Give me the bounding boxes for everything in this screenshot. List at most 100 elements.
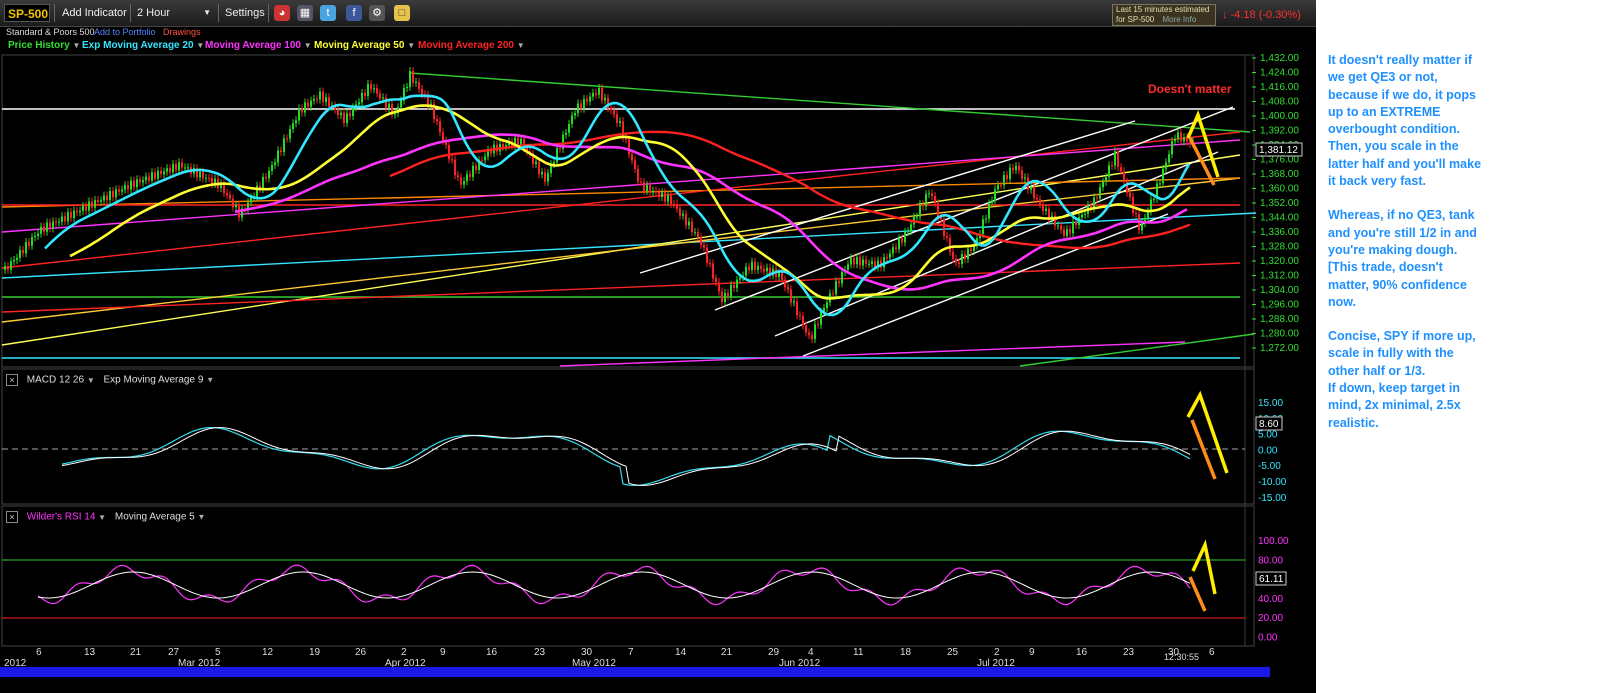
price-axis-label: 1,304.00 [1260, 285, 1299, 296]
chevron-down-icon[interactable]: ▼ [98, 512, 107, 522]
symbol-input[interactable]: SP-500 [4, 4, 50, 22]
rsi-label[interactable]: Wilder's RSI 14 [26, 511, 96, 523]
candle-body [1000, 185, 1002, 187]
x-axis-day-label: 6 [1209, 647, 1215, 658]
candle-body [652, 190, 654, 193]
red-trend-line-2[interactable] [1, 262, 1241, 313]
clock-icon[interactable]: ◕ [274, 5, 290, 21]
add-indicator-button[interactable]: Add Indicator [62, 7, 127, 19]
macd-axis-label: -10.00 [1258, 477, 1287, 488]
candle-body [835, 281, 837, 295]
macd-label[interactable]: MACD 12 26 [26, 374, 85, 386]
candle-body [901, 238, 903, 243]
x-axis-day-label: 11 [853, 647, 864, 658]
drawings-link[interactable]: Drawings [163, 27, 201, 37]
candle-body [898, 238, 900, 250]
gear-icon[interactable]: ⚙ [369, 5, 385, 21]
macd-signal-label[interactable]: Exp Moving Average 9 [103, 374, 204, 386]
white-channel-line-4[interactable] [802, 213, 1169, 357]
candle-body [811, 335, 813, 340]
candle-body [616, 114, 618, 123]
cyan-trend-line[interactable] [1, 212, 1257, 279]
candle-body [73, 210, 75, 219]
facebook-icon[interactable]: f [346, 5, 362, 21]
candle-body [964, 254, 966, 259]
ma-100-line [234, 133, 1188, 291]
settings-button[interactable]: Settings [225, 7, 265, 19]
timeline-scrollbar[interactable] [0, 667, 1270, 677]
candle-body [481, 160, 483, 162]
candle-body [904, 232, 906, 243]
indicator-ma-200[interactable]: Moving Average 200 ▼ [418, 40, 525, 51]
white-channel-line-1[interactable] [639, 120, 1136, 274]
candle-body [433, 103, 435, 120]
candle-body [967, 248, 969, 259]
candle-body [799, 315, 801, 317]
candle-body [394, 113, 396, 115]
chevron-down-icon: ▼ [196, 41, 205, 50]
candle-body [943, 219, 945, 236]
x-axis-day-label: 21 [721, 647, 733, 658]
candle-body [625, 137, 627, 140]
white-channel-line-3[interactable] [774, 151, 1219, 337]
yellow-trend-line-2[interactable] [1, 177, 1241, 323]
close-icon[interactable]: × [6, 374, 18, 386]
estimate-line-2-row: for SP-500 More Info [1116, 15, 1215, 25]
candle-body [361, 93, 363, 103]
chart-note: Doesn't matter [1148, 82, 1232, 96]
chevron-down-icon[interactable]: ▼ [197, 512, 206, 522]
green-low-line[interactable] [1019, 333, 1255, 367]
indicator-ma-100[interactable]: Moving Average 100 ▼ [205, 40, 312, 51]
candle-body [1057, 225, 1059, 227]
indicator-ma-50[interactable]: Moving Average 50 ▼ [314, 40, 415, 51]
orange-trend-line[interactable] [1, 177, 1241, 208]
candle-body [802, 316, 804, 326]
rsi-yellow-arrow [1191, 539, 1217, 595]
candle-body [694, 232, 696, 234]
candle-body [325, 97, 327, 102]
price-pane [1, 54, 1255, 368]
candle-body [559, 148, 561, 150]
candle-body [469, 174, 471, 177]
indicator-ema-20[interactable]: Exp Moving Average 20 ▼ [82, 40, 204, 51]
candle-body [841, 271, 843, 284]
chart-canvas[interactable]: Doesn't matter 1,432.001,424.001,416.001… [0, 0, 1316, 693]
twitter-icon[interactable]: t [320, 5, 336, 21]
magenta-trend-line[interactable] [1, 139, 1241, 233]
down-arrow-icon: ↓ [1222, 9, 1228, 21]
candle-body [304, 102, 306, 113]
estimate-notice: Last 15 minutes estimated for SP-500 Mor… [1112, 4, 1216, 26]
layout-icon[interactable]: ▦ [297, 5, 313, 21]
candle-body [1033, 186, 1035, 198]
indicator-price-history[interactable]: Price History ▼ [8, 40, 80, 51]
estimate-line-1: Last 15 minutes estimated [1116, 5, 1210, 14]
candle-body [571, 115, 573, 124]
candle-body [862, 259, 864, 266]
candle-body [439, 121, 441, 133]
rsi-signal-label[interactable]: Moving Average 5 [114, 511, 195, 523]
candle-body [1102, 181, 1104, 188]
candle-body [1186, 137, 1188, 142]
add-to-portfolio-link[interactable]: Add to Portfolio [94, 27, 156, 37]
green-downtrend-line[interactable] [409, 72, 1251, 133]
candle-body [118, 189, 120, 192]
candle-body [655, 190, 657, 193]
white-channel-line-2[interactable] [714, 106, 1234, 311]
candle-body [1171, 141, 1173, 155]
candle-body [658, 192, 660, 197]
close-icon[interactable]: × [6, 511, 18, 523]
more-info-link[interactable]: More Info [1162, 15, 1197, 24]
note-icon[interactable]: □ [394, 5, 410, 21]
candle-body [70, 212, 72, 219]
candle-body [685, 213, 687, 226]
chevron-down-icon[interactable]: ▼ [206, 375, 215, 385]
chevron-down-icon: ▼ [203, 8, 211, 17]
candle-body [595, 92, 597, 95]
rsi-pane [1, 505, 1255, 647]
candle-body [646, 184, 648, 191]
candle-body [250, 197, 252, 203]
chevron-down-icon[interactable]: ▼ [86, 375, 95, 385]
interval-select[interactable]: 2 Hour ▼ [137, 4, 213, 22]
candle-body [1141, 223, 1143, 231]
magenta-low-line[interactable] [559, 341, 1186, 367]
